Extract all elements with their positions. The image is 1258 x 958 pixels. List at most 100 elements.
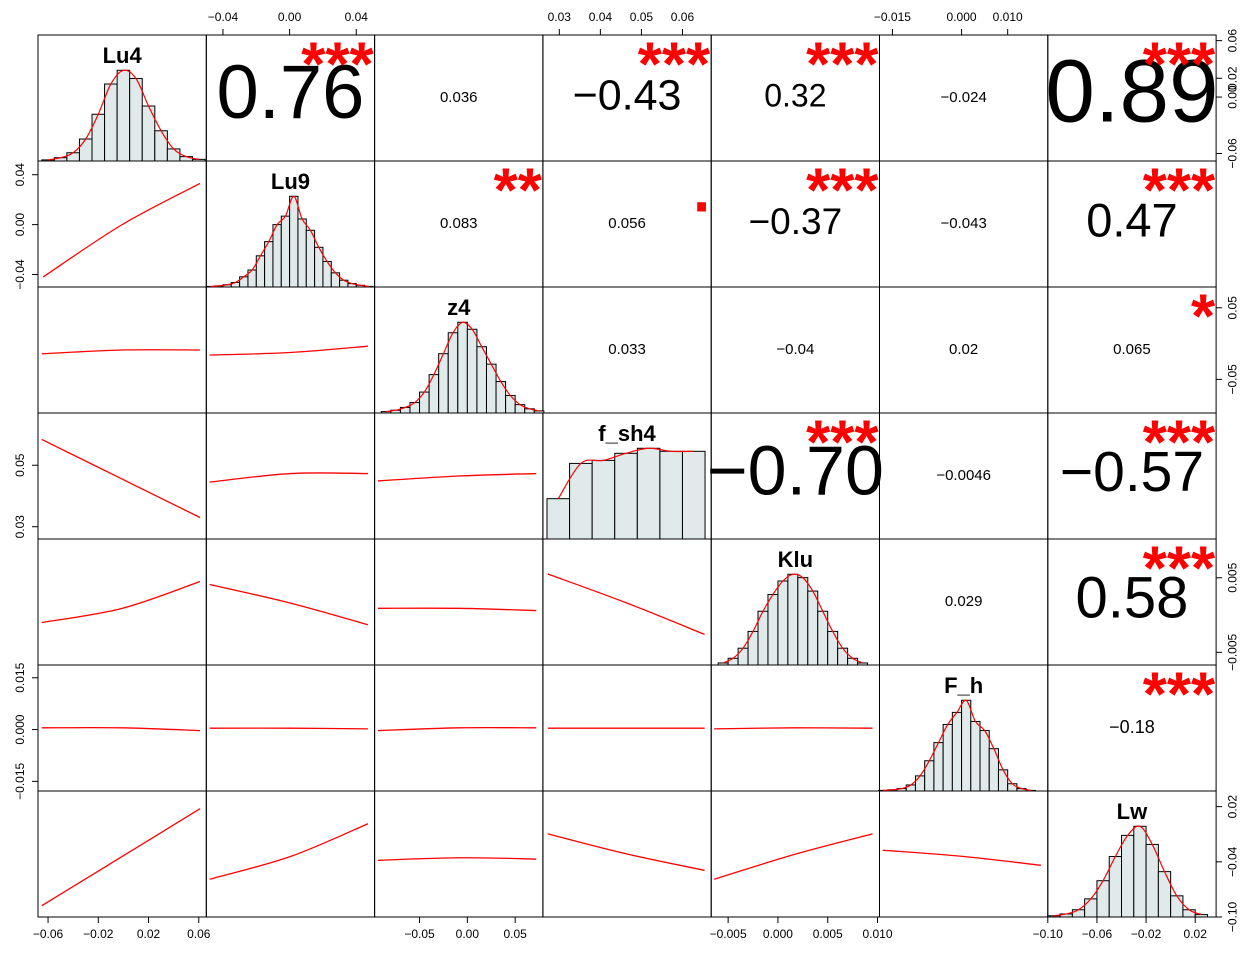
- histogram-bar: [787, 573, 799, 666]
- x-tick-label: −0.02: [83, 927, 114, 941]
- variable-name: z4: [447, 295, 471, 320]
- significance-stars: **: [494, 156, 543, 225]
- y-tick-label: −0.10: [1225, 901, 1239, 932]
- smooth-line: [377, 472, 537, 482]
- histogram-bar: [330, 272, 341, 288]
- panel: [37, 412, 207, 540]
- panel: [374, 538, 544, 666]
- histogram-bar: [942, 723, 953, 792]
- correlation-value: 0.029: [945, 593, 983, 610]
- x-tick-label: 0.05: [503, 927, 527, 941]
- density-curve: [557, 447, 694, 500]
- histogram-bar: [1194, 914, 1209, 918]
- x-tick-label: 0.010: [993, 10, 1023, 24]
- histogram-bar: [857, 662, 869, 666]
- significance-stars: ***: [638, 30, 711, 99]
- histogram-bar: [777, 580, 789, 666]
- significance-stars: ***: [1143, 156, 1216, 225]
- histogram-bar: [659, 450, 683, 540]
- y-tick-label: 0.06: [1225, 29, 1239, 53]
- panel: [879, 790, 1049, 918]
- histogram-bar: [476, 346, 487, 414]
- histogram-bar: [997, 769, 1009, 792]
- histogram-bar: [264, 241, 274, 288]
- smooth-line: [713, 833, 873, 880]
- histogram-bar: [827, 630, 839, 666]
- histogram-bar: [179, 156, 193, 162]
- histogram-bar: [546, 498, 571, 540]
- x-tick-label: −0.005: [710, 927, 747, 941]
- correlation-value: 0.58: [1076, 565, 1189, 630]
- histogram-bar: [727, 657, 739, 666]
- correlation-value: −0.0046: [936, 467, 991, 484]
- correlation-value: 0.065: [1113, 341, 1151, 358]
- correlation-value: 0.056: [608, 215, 646, 232]
- y-tick-label: 0.00: [13, 213, 27, 237]
- x-tick-label: −0.06: [1082, 927, 1113, 941]
- x-tick-label: −0.02: [1131, 927, 1162, 941]
- histogram-bar: [636, 447, 661, 540]
- variable-name: Lw: [1117, 799, 1148, 824]
- histogram-bar: [1084, 898, 1098, 918]
- y-tick-label: 0.03: [13, 515, 27, 539]
- histogram-bar: [717, 662, 729, 666]
- y-tick-label: 0.04: [13, 163, 27, 187]
- variable-name: Lu4: [103, 43, 143, 68]
- smooth-line: [714, 727, 873, 730]
- density-curve: [883, 699, 1031, 791]
- panel: [374, 790, 544, 918]
- histogram-bar: [1133, 825, 1147, 918]
- histogram-bar: [280, 215, 291, 288]
- significance-stars: *: [1191, 282, 1216, 351]
- histogram-bar: [41, 159, 55, 162]
- histogram-bar: [154, 130, 168, 162]
- x-tick-label: −0.05: [404, 927, 435, 941]
- histogram-bar: [166, 148, 181, 162]
- histogram-bar: [104, 83, 118, 162]
- y-tick-label: 0.05: [1225, 296, 1239, 320]
- significance-stars: ***: [806, 156, 879, 225]
- x-tick-label: 0.005: [813, 927, 843, 941]
- histogram-bar: [129, 78, 143, 162]
- correlation-value: −0.57: [1060, 440, 1204, 504]
- histogram-bar: [837, 647, 849, 666]
- correlation-value: 0.033: [608, 341, 646, 358]
- panel: [205, 286, 376, 414]
- histogram-bar: [847, 657, 859, 666]
- correlation-value: −0.043: [941, 215, 987, 232]
- correlation-value: 0.76: [216, 50, 364, 135]
- histogram-bar: [951, 711, 963, 792]
- histogram-bar: [767, 593, 779, 666]
- histogram-bar: [747, 630, 759, 666]
- correlation-value: −0.43: [573, 71, 682, 119]
- histogram-bar: [1121, 834, 1135, 918]
- x-tick-label: 0.000: [763, 927, 793, 941]
- y-tick-label: 0.05: [13, 453, 27, 477]
- histogram-bar: [1157, 871, 1172, 918]
- correlation-value: −0.04: [776, 341, 814, 358]
- histogram-bar: [1007, 783, 1018, 792]
- x-tick-label: 0.03: [548, 10, 572, 24]
- y-tick-label: 0.00: [1225, 85, 1239, 109]
- correlation-value: 0.02: [949, 341, 978, 358]
- smooth-line: [41, 349, 201, 355]
- y-tick-label: 0.000: [13, 714, 27, 744]
- histogram-bar: [533, 410, 545, 414]
- histogram-bar: [66, 152, 80, 162]
- histogram-bar: [297, 218, 307, 288]
- x-tick-label: 0.00: [278, 10, 302, 24]
- histogram-bar: [1096, 880, 1110, 918]
- histogram-bar: [961, 699, 972, 792]
- significance-stars: ***: [1143, 30, 1216, 99]
- histogram-bar: [305, 229, 316, 288]
- significance-stars: ***: [806, 30, 879, 99]
- density-curve: [1053, 825, 1202, 917]
- correlation-value: −0.18: [1109, 717, 1155, 737]
- histogram-bar: [970, 720, 981, 792]
- x-tick-label: 0.00: [456, 927, 480, 941]
- histogram-bar: [681, 450, 706, 540]
- smooth-line: [209, 345, 368, 356]
- y-tick-label: −0.06: [1225, 138, 1239, 169]
- smooth-line: [209, 583, 369, 626]
- x-tick-label: 0.02: [137, 927, 161, 941]
